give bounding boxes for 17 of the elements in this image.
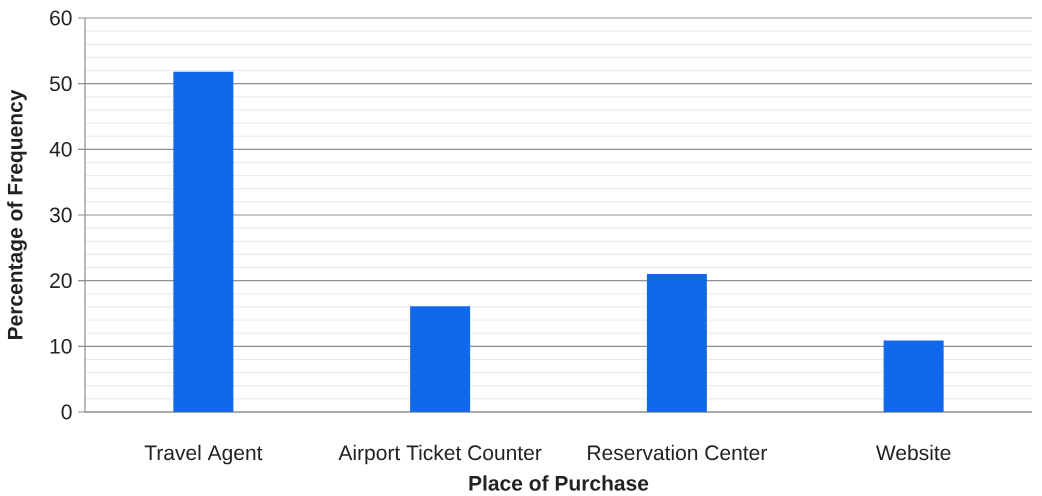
x-tick-label: Travel Agent — [144, 444, 263, 465]
y-tick-label: 50 — [49, 76, 72, 92]
y-tick-label: 20 — [50, 273, 72, 289]
bar — [173, 71, 234, 412]
bar — [646, 274, 707, 412]
bar — [410, 306, 471, 412]
y-tick-label: 10 — [50, 338, 72, 354]
y-tick-label: 0 — [61, 404, 72, 420]
y-tick-label: 40 — [49, 141, 72, 157]
x-tick-label: Website — [875, 444, 951, 461]
bar — [883, 340, 944, 412]
x-axis-title: Place of Purchase — [469, 475, 649, 491]
x-tick-label: Reservation Center — [588, 444, 767, 461]
y-axis-title: Percentage of Frequency — [7, 89, 27, 340]
y-tick-label: 60 — [50, 10, 72, 26]
y-tick-label: 30 — [49, 207, 72, 223]
x-tick-label: Airport Ticket Counter — [338, 444, 542, 465]
